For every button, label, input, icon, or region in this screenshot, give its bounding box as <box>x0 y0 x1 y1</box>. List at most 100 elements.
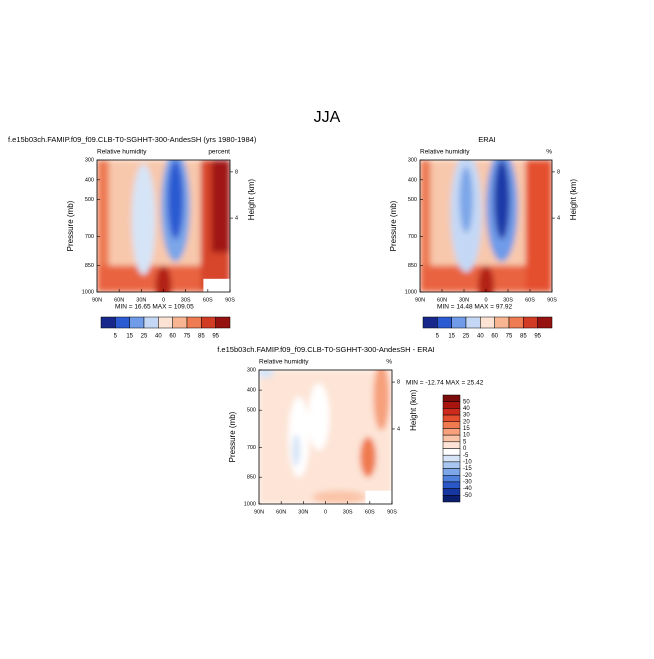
y-tick-label: 500 <box>247 408 256 414</box>
contour <box>525 160 552 292</box>
missing-area <box>203 278 231 293</box>
missing-area <box>365 490 393 505</box>
colorbar-box <box>442 495 461 503</box>
y-tick-label: 1000 <box>82 289 94 295</box>
colorbar-box <box>201 316 216 329</box>
y-tick-label: 300 <box>85 157 94 163</box>
colorbar-box <box>442 468 461 476</box>
x-tick-label: 0 <box>324 509 327 515</box>
contour <box>312 490 366 504</box>
colorbar-box <box>172 316 188 329</box>
colorbar-box <box>115 316 130 329</box>
contour <box>478 265 494 292</box>
contour <box>308 383 330 451</box>
x-tick-label: 60N <box>114 297 124 303</box>
x-tick-label: 0 <box>162 297 165 303</box>
y-tick-label: 300 <box>247 367 256 373</box>
contour <box>459 166 473 233</box>
y2-tick-label: 4 <box>557 216 560 222</box>
colorbar-label: -50 <box>463 493 472 499</box>
contour-shapes <box>97 160 230 292</box>
colorbar-label: 95 <box>534 334 541 340</box>
contour-field <box>259 370 392 504</box>
colorbar-box <box>442 481 461 489</box>
colorbar-label: 40 <box>155 334 162 340</box>
x-tick-label: 30S <box>181 297 191 303</box>
colorbar-box <box>143 316 159 329</box>
contour <box>131 163 156 275</box>
colorbar-label: -10 <box>463 459 472 465</box>
panel-subtitle: Relative humidity <box>97 149 147 156</box>
x-tick-label: 90S <box>387 509 397 515</box>
contour <box>493 160 510 240</box>
colorbar-label: 15 <box>448 334 455 340</box>
contour <box>167 160 184 240</box>
contour-shapes <box>420 160 552 292</box>
colorbar-label: 30 <box>463 413 470 419</box>
colorbar-box <box>523 316 538 329</box>
panel-title: f.e15b03ch.FAMIP.f09_f09.CLB-T0-SGHHT-30… <box>8 135 257 144</box>
y-tick-label: 1000 <box>244 501 256 507</box>
colorbar-box <box>465 316 481 329</box>
x-tick-label: 90N <box>415 297 425 303</box>
contour-field <box>97 160 230 292</box>
x-tick-label: 30N <box>459 297 469 303</box>
x-tick-label: 60S <box>365 509 375 515</box>
colorbar-box <box>186 316 202 329</box>
colorbar-box <box>537 316 553 329</box>
contour <box>211 160 230 253</box>
colorbar-label: 5 <box>114 334 118 340</box>
contour <box>288 396 310 478</box>
colorbar-label: 60 <box>169 334 176 340</box>
colorbar-label: 85 <box>520 334 527 340</box>
contour <box>292 434 301 467</box>
colorbar-label: 40 <box>477 334 484 340</box>
y-tick-label: 1000 <box>405 289 417 295</box>
y-tick-label: 400 <box>85 177 94 183</box>
y2-tick-label: 8 <box>397 380 400 386</box>
colorbar-label: 50 <box>463 399 470 405</box>
y-axis-label: Pressure (mb) <box>228 411 237 462</box>
x-tick-label: 30N <box>298 509 308 515</box>
colorbar-box <box>442 434 461 443</box>
y2-tick-label: 8 <box>235 169 238 175</box>
colorbar-label: 60 <box>491 334 498 340</box>
contour <box>420 160 431 292</box>
contour <box>259 370 274 379</box>
contour <box>155 265 172 292</box>
colorbar-label: 10 <box>463 433 470 439</box>
colorbar-label: 5 <box>463 439 467 445</box>
colorbar-label: 25 <box>141 334 148 340</box>
colorbar-box <box>442 408 461 416</box>
contour <box>97 160 109 292</box>
x-tick-label: 60N <box>437 297 447 303</box>
colorbar-box <box>442 421 461 429</box>
colorbar-box <box>442 414 461 422</box>
colorbar-label: 0 <box>463 446 467 452</box>
colorbar-box <box>451 316 467 329</box>
colorbar-box <box>442 394 461 402</box>
y-tick-label: 400 <box>247 388 256 394</box>
panel-title: ERAI <box>478 135 496 144</box>
colorbar-label: -5 <box>463 453 469 459</box>
panel-subtitle: Relative humidity <box>420 149 470 156</box>
stats: MIN = -12.74 MAX = 25.42 <box>406 380 484 387</box>
y-tick-label: 700 <box>408 234 417 240</box>
x-tick-label: 90S <box>225 297 235 303</box>
y2-tick-label: 4 <box>235 216 238 222</box>
y2-axis-label: Height (km) <box>409 389 418 431</box>
colorbar-label: 40 <box>463 406 470 412</box>
x-tick-label: 60N <box>276 509 286 515</box>
y-tick-label: 500 <box>408 197 417 203</box>
colorbar-box <box>442 401 461 409</box>
colorbar-box <box>215 316 231 329</box>
colorbar-label: 15 <box>126 334 133 340</box>
y2-axis-label: Height (km) <box>247 179 256 221</box>
x-tick-label: 0 <box>484 297 487 303</box>
colorbar-box <box>442 454 461 463</box>
colorbar-box <box>437 316 452 329</box>
x-tick-label: 60S <box>203 297 213 303</box>
colorbar-label: 5 <box>436 334 440 340</box>
colorbar-box <box>442 448 461 456</box>
